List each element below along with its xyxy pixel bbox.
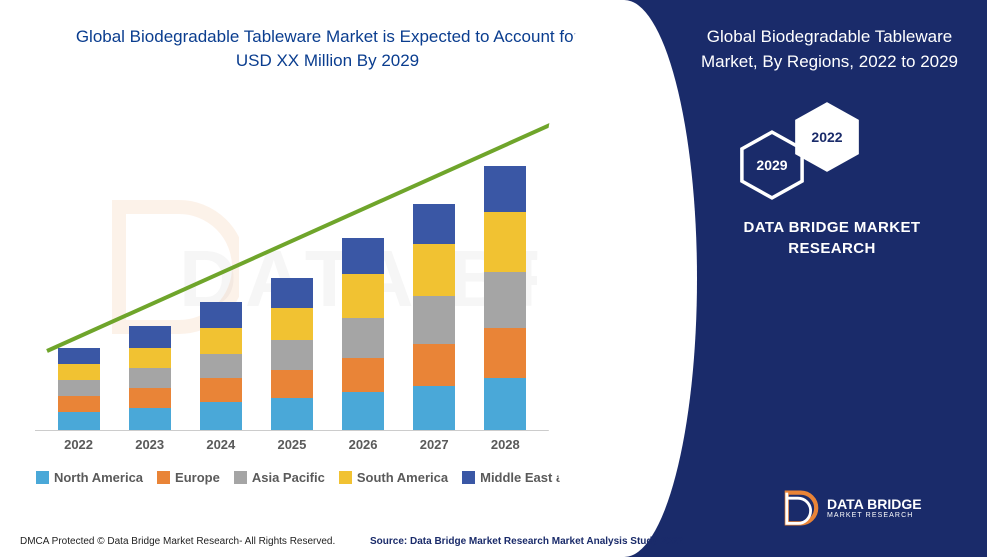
bar-segment (271, 308, 313, 340)
bar-segment (129, 408, 171, 430)
x-axis-labels: 20222023202420252026202720282029 (35, 431, 620, 452)
bar-segment (413, 296, 455, 344)
bar-segment (342, 274, 384, 318)
legend-swatch (462, 471, 475, 484)
bar-segment (129, 348, 171, 368)
legend-swatch (234, 471, 247, 484)
bar-segment (484, 272, 526, 328)
brand-heading: DATA BRIDGE MARKET RESEARCH (697, 217, 967, 259)
bar-segment (342, 318, 384, 358)
bar-slot (256, 91, 327, 430)
x-axis-label: 2022 (43, 437, 114, 452)
bar-segment (484, 378, 526, 430)
x-axis-label: 2024 (185, 437, 256, 452)
hex-year-badges: 2029 2022 (737, 102, 987, 212)
stacked-bar (271, 278, 313, 430)
bar-segment (413, 204, 455, 244)
bar-segment (129, 368, 171, 388)
bar-segment (484, 328, 526, 378)
legend-item: Asia Pacific (234, 470, 325, 485)
hex-2022-label: 2022 (811, 129, 842, 145)
chart-title: Global Biodegradable Tableware Market is… (35, 25, 620, 73)
bar-segment (200, 328, 242, 354)
stacked-bar (200, 302, 242, 430)
bar-segment (342, 358, 384, 392)
stacked-bar (413, 204, 455, 430)
bar-segment (200, 302, 242, 328)
legend-label: Europe (175, 470, 220, 485)
brand-line1: DATA BRIDGE MARKET (697, 217, 967, 238)
right-title: Global Biodegradable Tableware Market, B… (697, 25, 962, 74)
chart-legend: North America Europe Asia Pacific South Ame… (35, 470, 620, 485)
legend-item: North America (36, 470, 143, 485)
stacked-bar (484, 166, 526, 430)
legend-swatch (339, 471, 352, 484)
bar-slot (43, 91, 114, 430)
legend-item: South America (339, 470, 448, 485)
legend-label: Asia Pacific (252, 470, 325, 485)
bar-segment (58, 348, 100, 364)
logo-text-main: DATA BRIDGE (827, 497, 922, 512)
stacked-bar (58, 348, 100, 430)
bar-segment (129, 388, 171, 408)
legend-item: Europe (157, 470, 220, 485)
bar-segment (484, 166, 526, 212)
bar-segment (342, 238, 384, 274)
bar-segment (200, 354, 242, 378)
x-axis-label: 2028 (470, 437, 541, 452)
legend-swatch (36, 471, 49, 484)
legend-swatch (157, 471, 170, 484)
databridge-logo-icon (777, 487, 819, 529)
footer-source: Source: Data Bridge Market Research Mark… (370, 536, 683, 547)
bar-segment (484, 212, 526, 272)
brand-line2: RESEARCH (697, 238, 967, 259)
databridge-logo: DATA BRIDGE MARKET RESEARCH (777, 487, 922, 529)
bar-segment (413, 244, 455, 296)
bar-segment (58, 380, 100, 396)
bar-slot (328, 91, 399, 430)
bar-segment (58, 364, 100, 380)
x-axis-label: 2027 (399, 437, 470, 452)
bar-segment (200, 402, 242, 430)
legend-label: North America (54, 470, 143, 485)
bar-segment (129, 326, 171, 348)
bar-slot (185, 91, 256, 430)
hex-2029-label: 2029 (756, 157, 787, 173)
bar-segment (271, 340, 313, 370)
bar-segment (200, 378, 242, 402)
bar-segment (413, 386, 455, 430)
bar-slot (470, 91, 541, 430)
bar-segment (271, 370, 313, 398)
bar-segment (413, 344, 455, 386)
x-axis-label: 2023 (114, 437, 185, 452)
x-axis-label: 2025 (256, 437, 327, 452)
bar-segment (58, 412, 100, 430)
bar-slot (399, 91, 470, 430)
logo-text-sub: MARKET RESEARCH (827, 512, 922, 519)
stacked-bar-chart (35, 91, 620, 431)
footer-copyright: DMCA Protected © Data Bridge Market Rese… (20, 536, 335, 547)
bar-slot (114, 91, 185, 430)
bar-segment (271, 398, 313, 430)
legend-label: South America (357, 470, 448, 485)
stacked-bar (129, 326, 171, 430)
stacked-bar (342, 238, 384, 430)
hex-2022: 2022 (792, 102, 862, 172)
bar-segment (58, 396, 100, 412)
x-axis-label: 2026 (328, 437, 399, 452)
bar-segment (342, 392, 384, 430)
right-panel: Global Biodegradable Tableware Market, B… (617, 0, 987, 557)
bar-segment (271, 278, 313, 308)
